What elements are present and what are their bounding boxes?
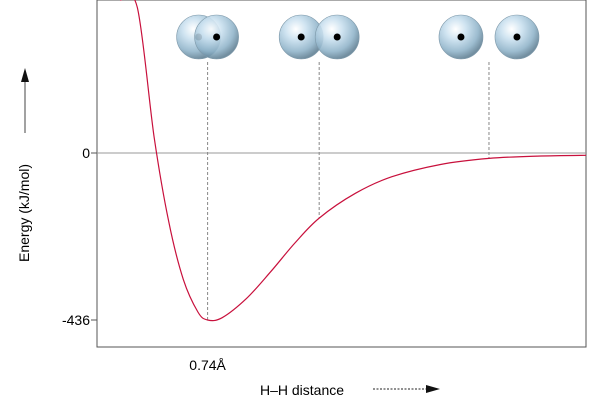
nucleus-dot: [333, 33, 341, 41]
x-axis-title: H–H distance: [260, 382, 344, 398]
energy-curve: [120, 0, 587, 322]
bond-length-label: 0.74Å: [189, 357, 226, 373]
nucleus-dot: [457, 33, 465, 41]
y-axis-arrow: [21, 68, 29, 133]
nucleus-dot: [513, 33, 521, 41]
hydrogen-atom-separated-1: [438, 14, 484, 60]
hydrogen-atom-approaching-2: [314, 14, 360, 60]
nucleus-dot: [297, 33, 305, 41]
y-axis-title: Energy (kJ/mol): [16, 164, 32, 262]
hydrogen-atom-bonded-2: [194, 14, 239, 60]
atom-illustrations: [176, 14, 540, 60]
nucleus-dot: [213, 33, 221, 41]
guide-lines: [207, 62, 490, 320]
y-tick-label-zero: 0: [82, 145, 90, 161]
y-tick-label-min: -436: [62, 312, 90, 328]
hydrogen-atom-separated-2: [494, 14, 540, 60]
plot-frame: [96, 0, 587, 348]
x-axis-arrow: [373, 385, 440, 393]
